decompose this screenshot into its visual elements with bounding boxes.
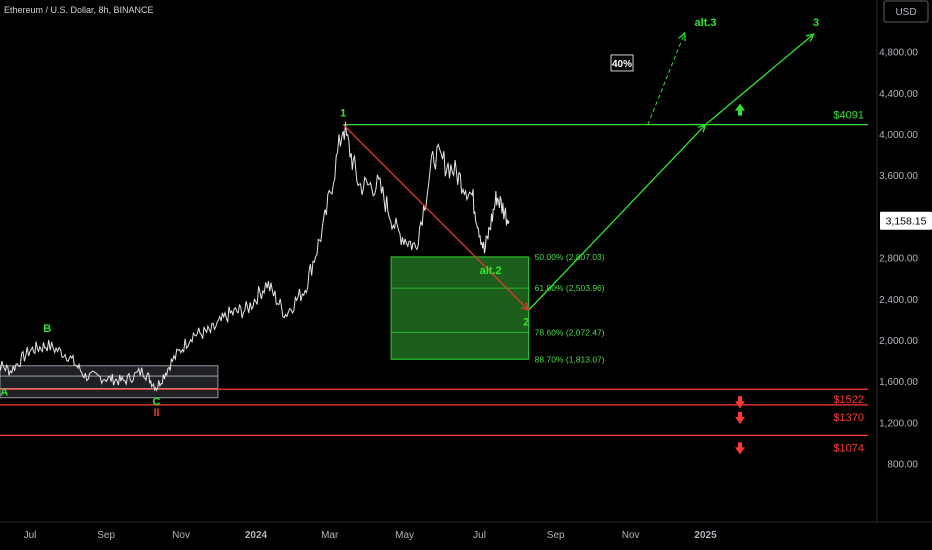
y-tick-label: 2,000.00 bbox=[879, 336, 918, 347]
price-series-group bbox=[0, 122, 510, 392]
y-tick-label: 800.00 bbox=[887, 460, 918, 471]
wave-label: II bbox=[153, 407, 159, 419]
y-tick-label: 2,800.00 bbox=[879, 254, 918, 265]
x-tick-label: Sep bbox=[547, 530, 565, 541]
x-tick-label: Sep bbox=[97, 530, 115, 541]
wave-label: 2 bbox=[523, 317, 529, 329]
projection-paths-group bbox=[342, 31, 815, 312]
x-tick-label: Mar bbox=[321, 530, 339, 541]
price-axis[interactable]: USD 4,800.00 4,400.00 4,000.00 3,600.00 2,80… bbox=[879, 0, 932, 471]
alt3-arrowhead bbox=[678, 31, 686, 42]
fib-label: 88.70% (1,813.07) bbox=[535, 354, 605, 364]
wave3-end-arrowhead bbox=[805, 33, 815, 42]
up-arrow-icon bbox=[735, 103, 745, 116]
wave2-arrowhead bbox=[520, 302, 530, 312]
fib-label: 61.80% (2,503.96) bbox=[535, 283, 605, 293]
wave-label: A bbox=[0, 387, 8, 399]
wave-label: B bbox=[43, 323, 51, 335]
x-tick-label: Nov bbox=[172, 530, 190, 541]
wave3-mid-arrowhead bbox=[697, 123, 707, 133]
currency-badge[interactable] bbox=[883, 0, 929, 23]
annotation-label: 40% bbox=[612, 59, 632, 70]
last-price-badge bbox=[880, 211, 932, 230]
fib-label: 50.00% (2,807.03) bbox=[535, 252, 605, 262]
y-tick-label: 4,400.00 bbox=[879, 89, 918, 100]
down-arrow-icon bbox=[735, 411, 745, 424]
x-tick-label: Jul bbox=[24, 530, 37, 541]
time-axis[interactable]: Jul Sep Nov 2024 Mar May Jul Sep Nov 2025 bbox=[24, 530, 718, 541]
y-tick-label: 4,000.00 bbox=[879, 130, 918, 141]
price-levels-group: $4091 $1522 $1370 $1074 bbox=[0, 103, 868, 455]
price-level-label: $1522 bbox=[833, 394, 864, 406]
price-series-line bbox=[0, 122, 510, 392]
x-tick-label: 2024 bbox=[245, 530, 268, 541]
range-box-group bbox=[0, 365, 219, 399]
y-tick-label: 2,400.00 bbox=[879, 295, 918, 306]
last-price-label: 3,158.15 bbox=[886, 216, 927, 228]
wave-label: C bbox=[153, 396, 161, 408]
down-arrow-icon bbox=[735, 442, 745, 455]
annotation-box bbox=[610, 54, 634, 72]
price-level-label: $1074 bbox=[833, 442, 864, 454]
alt3-dashed-path bbox=[647, 32, 686, 125]
x-tick-label: 2025 bbox=[694, 530, 717, 541]
fib-zone-group: 50.00% (2,807.03) 61.80% (2,503.96) 78.60%… bbox=[390, 252, 605, 364]
wave-label: alt.2 bbox=[480, 265, 502, 277]
range-box bbox=[0, 365, 219, 399]
currency-label: USD bbox=[895, 7, 916, 18]
wave-label: 3 bbox=[813, 17, 819, 29]
y-tick-label: 1,200.00 bbox=[879, 418, 918, 429]
wave-labels-group: A B CII 1 alt.2 2 alt.3 3 40% bbox=[0, 17, 819, 419]
price-level-label: $4091 bbox=[833, 110, 864, 122]
down-arrow-icon bbox=[735, 396, 745, 409]
price-level-label: $1370 bbox=[833, 412, 864, 424]
y-tick-label: 1,600.00 bbox=[879, 377, 918, 388]
y-tick-label: 4,800.00 bbox=[879, 48, 918, 59]
symbol-header: Ethereum / U.S. Dollar, 8h, BINANCE bbox=[4, 5, 154, 15]
wave-label: alt.3 bbox=[695, 17, 717, 29]
x-tick-label: May bbox=[395, 530, 414, 541]
x-tick-label: Jul bbox=[473, 530, 486, 541]
wave-label: 1 bbox=[340, 107, 346, 119]
x-tick-label: Nov bbox=[622, 530, 640, 541]
fib-zone-rect bbox=[390, 256, 530, 360]
fib-label: 78.60% (2,072.47) bbox=[535, 328, 605, 338]
wave2-path bbox=[342, 124, 530, 311]
y-tick-label: 3,600.00 bbox=[879, 171, 918, 182]
